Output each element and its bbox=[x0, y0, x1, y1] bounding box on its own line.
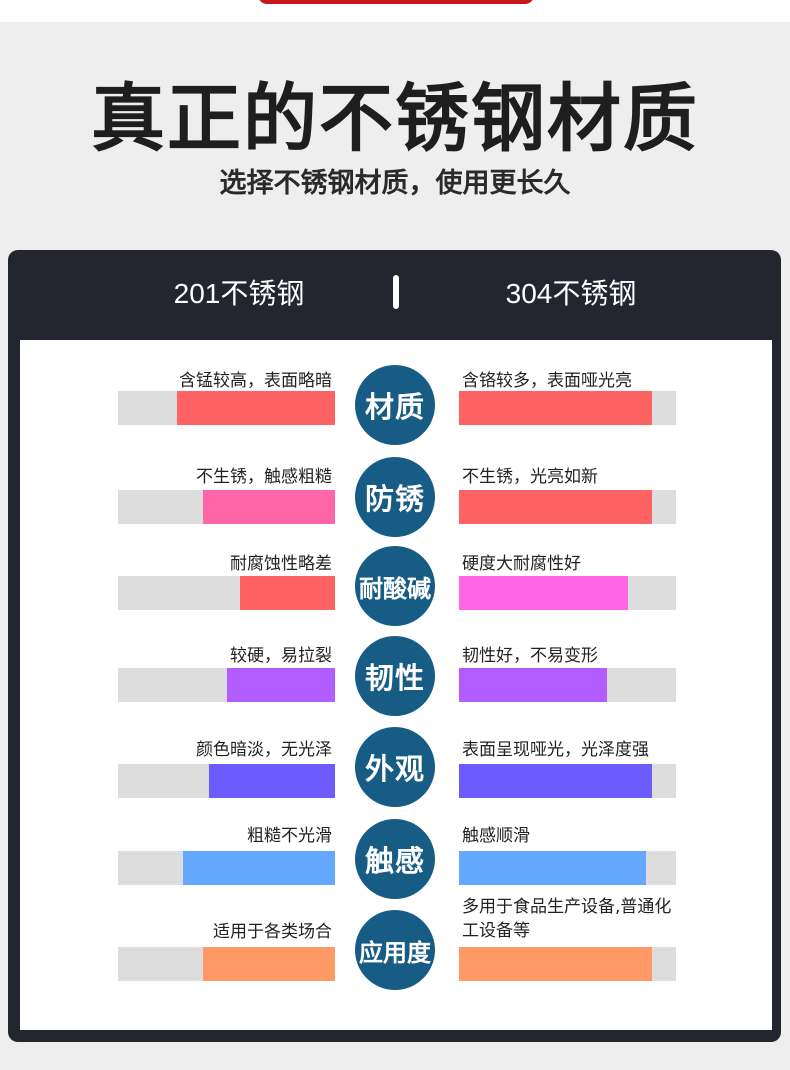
right-description: 不生锈，光亮如新 bbox=[462, 467, 598, 487]
comparison-row: 不生锈，触感粗糙 防锈 不生锈，光亮如新 bbox=[0, 457, 790, 537]
left-description: 颜色暗淡，无光泽 bbox=[196, 740, 332, 760]
right-description: 多用于食品生产设备,普通化工设备等 bbox=[462, 897, 672, 941]
right-level-bar bbox=[459, 668, 676, 702]
attribute-badge: 触感 bbox=[355, 819, 435, 899]
top-strip bbox=[0, 0, 790, 22]
left-level-bar bbox=[118, 947, 335, 981]
attribute-badge: 应用度 bbox=[355, 910, 435, 990]
right-level-fill bbox=[459, 490, 653, 524]
left-level-fill bbox=[209, 764, 335, 798]
attribute-badge: 防锈 bbox=[355, 457, 435, 537]
right-level-bar bbox=[459, 851, 676, 885]
right-column-heading: 304不锈钢 bbox=[505, 278, 637, 309]
left-description: 较硬，易拉裂 bbox=[230, 646, 332, 666]
page-subtitle: 选择不锈钢材质，使用更长久 bbox=[219, 168, 571, 199]
left-level-bar bbox=[118, 764, 335, 798]
right-level-fill bbox=[459, 764, 653, 798]
right-description: 韧性好，不易变形 bbox=[462, 646, 598, 666]
comparison-row: 粗糙不光滑 触感 触感顺滑 bbox=[0, 819, 790, 899]
comparison-row: 较硬，易拉裂 韧性 韧性好，不易变形 bbox=[0, 636, 790, 716]
left-level-fill bbox=[239, 576, 335, 610]
right-description: 表面呈现哑光，光泽度强 bbox=[462, 740, 649, 760]
left-description: 耐腐蚀性略差 bbox=[230, 554, 332, 574]
attribute-badge: 外观 bbox=[355, 727, 435, 807]
right-level-bar bbox=[459, 490, 676, 524]
left-level-fill bbox=[183, 851, 335, 885]
right-level-fill bbox=[459, 576, 629, 610]
comparison-row: 适用于各类场合 应用度 多用于食品生产设备,普通化工设备等 bbox=[0, 897, 790, 990]
attribute-badge: 韧性 bbox=[355, 636, 435, 716]
right-level-fill bbox=[459, 668, 607, 702]
left-level-fill bbox=[202, 947, 335, 981]
right-level-bar bbox=[459, 576, 676, 610]
right-level-bar bbox=[459, 391, 676, 425]
right-level-bar bbox=[459, 764, 676, 798]
left-level-bar bbox=[118, 490, 335, 524]
comparison-row: 颜色暗淡，无光泽 外观 表面呈现哑光，光泽度强 bbox=[0, 727, 790, 807]
left-column-heading: 201不锈钢 bbox=[173, 278, 305, 309]
left-level-bar bbox=[118, 851, 335, 885]
left-description: 粗糙不光滑 bbox=[247, 826, 332, 846]
right-description: 含铬较多，表面哑光亮 bbox=[462, 371, 632, 391]
left-level-bar bbox=[118, 576, 335, 610]
left-level-fill bbox=[226, 668, 335, 702]
left-description: 不生锈，触感粗糙 bbox=[196, 467, 332, 487]
red-button-edge bbox=[258, 0, 534, 4]
right-description: 硬度大耐腐性好 bbox=[462, 554, 581, 574]
right-description: 触感顺滑 bbox=[462, 826, 530, 846]
left-description: 适用于各类场合 bbox=[213, 922, 332, 942]
left-level-bar bbox=[118, 668, 335, 702]
right-level-fill bbox=[459, 851, 646, 885]
attribute-badge: 材质 bbox=[355, 365, 435, 445]
heading-divider bbox=[393, 275, 399, 309]
right-level-fill bbox=[459, 391, 653, 425]
comparison-row: 耐腐蚀性略差 耐酸碱 硬度大耐腐性好 bbox=[0, 546, 790, 626]
page-title: 真正的不锈钢材质 bbox=[91, 76, 699, 162]
attribute-badge: 耐酸碱 bbox=[355, 546, 435, 626]
right-level-bar bbox=[459, 947, 676, 981]
left-level-fill bbox=[202, 490, 335, 524]
comparison-row: 含锰较高，表面略暗 材质 含铬较多，表面哑光亮 bbox=[0, 365, 790, 445]
right-level-fill bbox=[459, 947, 653, 981]
left-level-fill bbox=[176, 391, 335, 425]
left-level-bar bbox=[118, 391, 335, 425]
left-description: 含锰较高，表面略暗 bbox=[179, 371, 332, 391]
